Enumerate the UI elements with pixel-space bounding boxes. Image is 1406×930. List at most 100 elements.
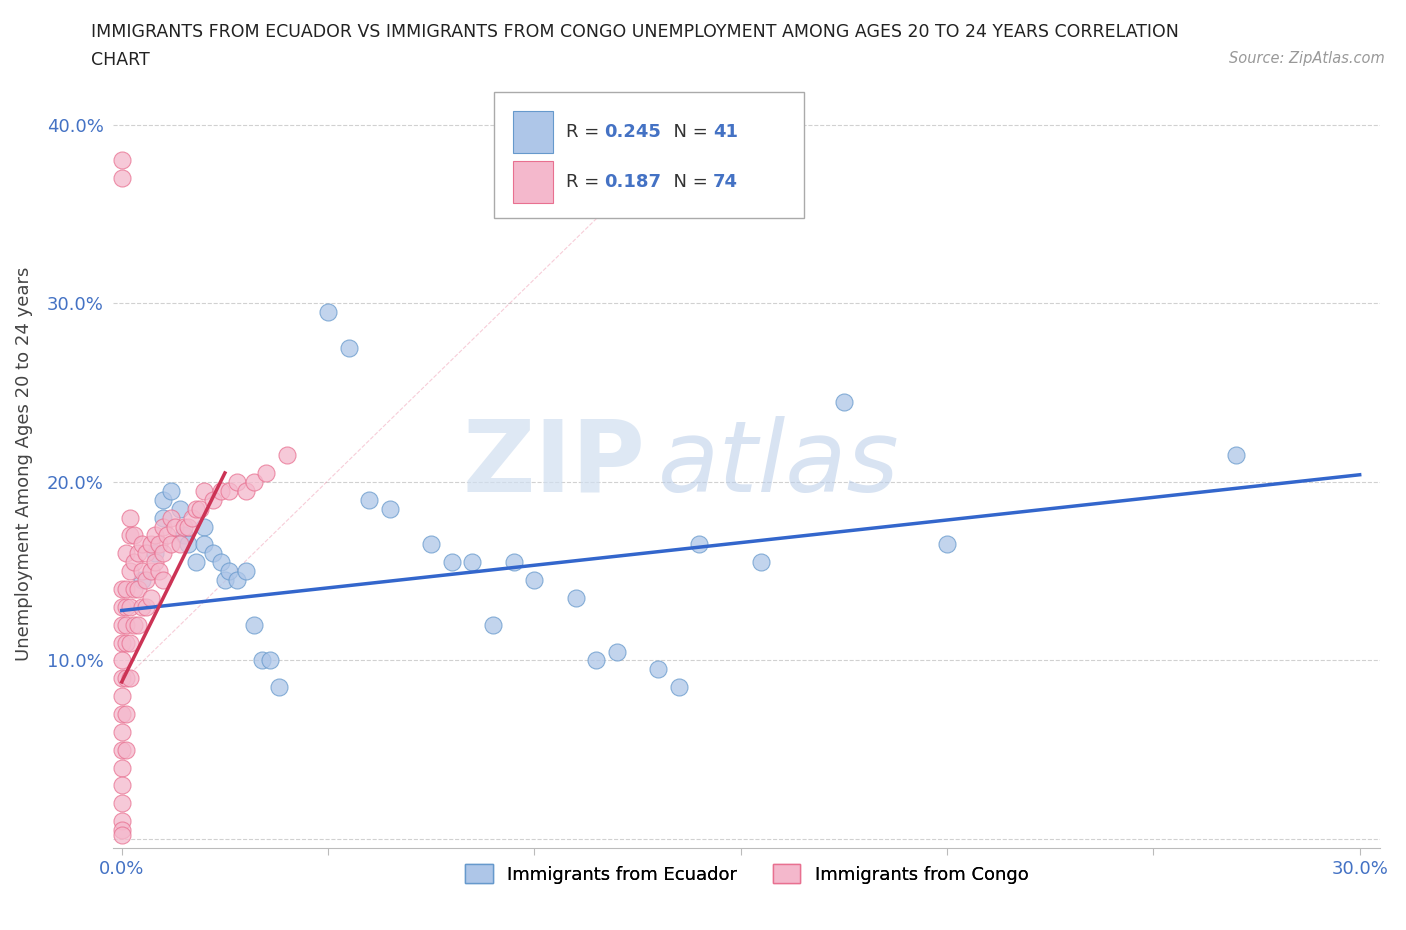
Point [111, 153, 134, 168]
Point [111, 707, 134, 722]
Point [502, 555, 524, 570]
FancyBboxPatch shape [513, 111, 553, 153]
Point [169, 537, 191, 551]
Text: 0.245: 0.245 [603, 124, 661, 141]
Point [139, 537, 162, 551]
Point [218, 484, 240, 498]
FancyBboxPatch shape [494, 92, 804, 219]
Point [193, 519, 215, 534]
Point [118, 671, 141, 685]
Point [160, 511, 183, 525]
Text: R =: R = [565, 124, 605, 141]
Point [111, 760, 134, 775]
Text: 41: 41 [713, 124, 738, 141]
Point [115, 581, 138, 596]
Point [139, 591, 162, 605]
Point [209, 484, 232, 498]
Point [165, 519, 187, 534]
Point [177, 519, 200, 534]
Point [115, 546, 138, 561]
Point [226, 474, 249, 489]
Point [143, 528, 166, 543]
Point [111, 823, 134, 838]
Point [135, 573, 157, 588]
Text: atlas: atlas [658, 416, 900, 512]
Point [111, 778, 134, 793]
Point [254, 466, 277, 481]
Point [152, 573, 174, 588]
Point [115, 618, 138, 632]
Point [201, 546, 224, 561]
Point [131, 564, 153, 578]
Point [156, 528, 179, 543]
Point [832, 394, 855, 409]
Point [523, 573, 546, 588]
Point [135, 546, 157, 561]
Point [118, 511, 141, 525]
Point [337, 340, 360, 355]
Point [122, 618, 145, 632]
Point [152, 546, 174, 561]
Point [111, 581, 134, 596]
Point [118, 600, 141, 615]
Point [235, 484, 257, 498]
Point [111, 814, 134, 829]
FancyBboxPatch shape [513, 161, 553, 203]
Text: Source: ZipAtlas.com: Source: ZipAtlas.com [1229, 51, 1385, 66]
Point [111, 742, 134, 757]
Point [173, 528, 195, 543]
Point [148, 537, 170, 551]
Point [111, 171, 134, 186]
Point [250, 653, 273, 668]
Text: N =: N = [662, 173, 713, 192]
Point [152, 492, 174, 507]
Point [131, 600, 153, 615]
Point [148, 564, 170, 578]
Point [122, 581, 145, 596]
Point [111, 653, 134, 668]
Point [267, 680, 290, 695]
Point [111, 796, 134, 811]
Point [218, 564, 240, 578]
Point [131, 537, 153, 551]
Point [127, 618, 149, 632]
Point [139, 564, 162, 578]
Text: ZIP: ZIP [463, 416, 645, 512]
Point [440, 555, 463, 570]
Point [184, 501, 207, 516]
Point [209, 555, 232, 570]
Point [115, 635, 138, 650]
Point [606, 644, 628, 659]
Point [160, 484, 183, 498]
Point [482, 618, 505, 632]
Point [214, 573, 236, 588]
Point [111, 689, 134, 704]
Point [188, 501, 211, 516]
Point [131, 573, 153, 588]
Point [115, 600, 138, 615]
Point [127, 546, 149, 561]
Point [259, 653, 281, 668]
Point [160, 537, 183, 551]
Point [749, 555, 772, 570]
Point [936, 537, 959, 551]
Point [111, 671, 134, 685]
Point [359, 492, 381, 507]
Point [243, 474, 266, 489]
Point [143, 555, 166, 570]
Point [177, 537, 200, 551]
Point [688, 537, 710, 551]
Point [169, 501, 191, 516]
Point [564, 591, 586, 605]
Point [668, 680, 690, 695]
Point [184, 555, 207, 570]
Point [585, 653, 607, 668]
Point [152, 511, 174, 525]
Point [143, 546, 166, 561]
Point [122, 528, 145, 543]
Point [111, 828, 134, 843]
Point [115, 707, 138, 722]
Point [420, 537, 443, 551]
Point [461, 555, 484, 570]
Point [235, 564, 257, 578]
